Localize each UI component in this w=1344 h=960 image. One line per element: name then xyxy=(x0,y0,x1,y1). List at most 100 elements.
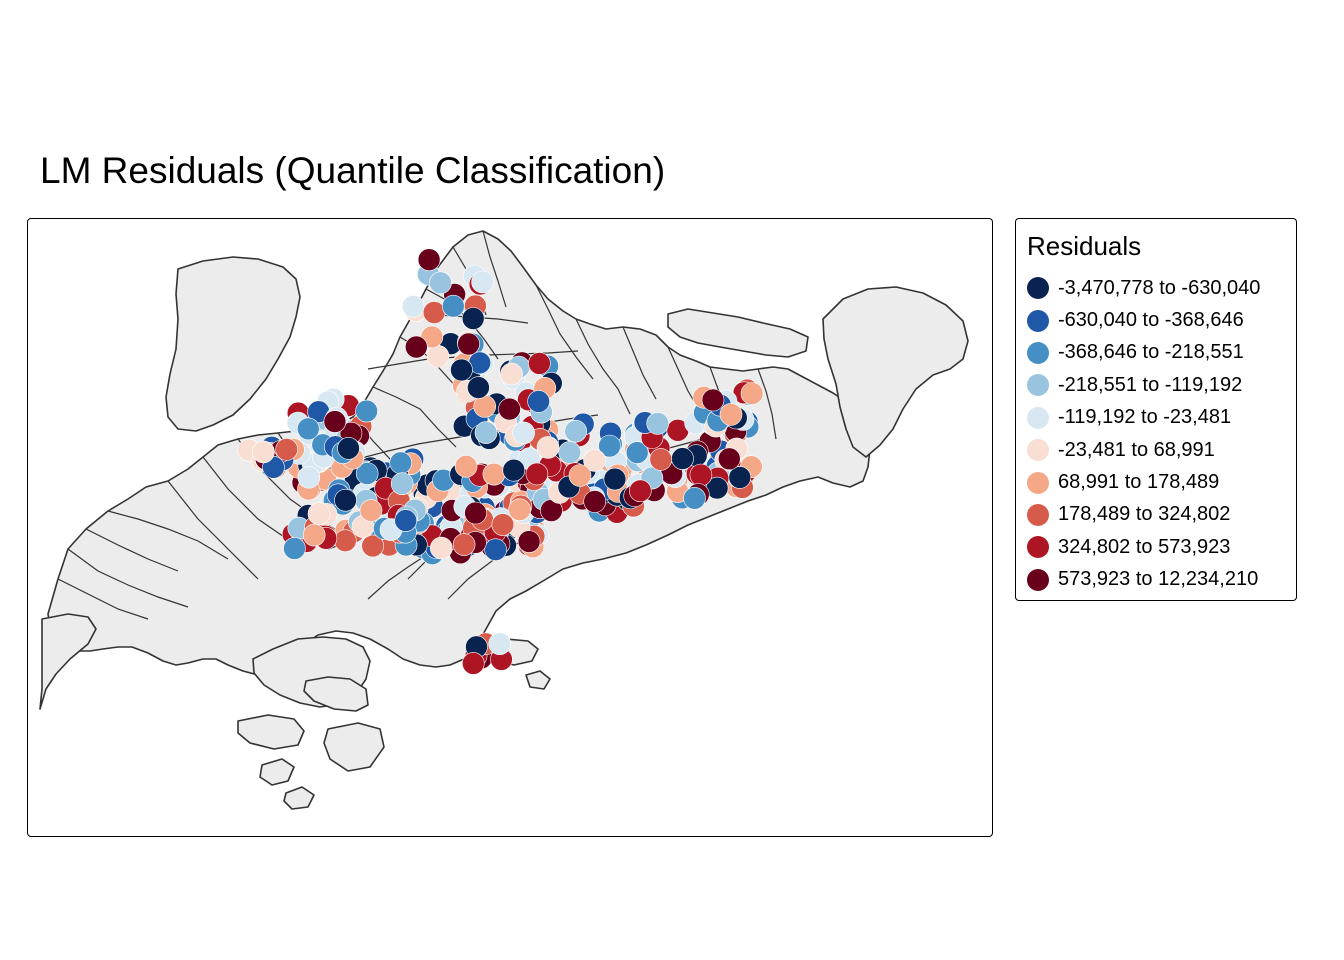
residual-point[interactable] xyxy=(441,294,465,318)
residual-point[interactable] xyxy=(296,417,320,441)
residual-point[interactable] xyxy=(422,301,446,324)
subzone-boundary xyxy=(482,230,507,308)
residual-point[interactable] xyxy=(717,447,741,471)
residual-point[interactable] xyxy=(740,382,764,405)
residual-point[interactable] xyxy=(452,533,476,556)
residual-point[interactable] xyxy=(464,501,487,525)
residual-point[interactable] xyxy=(471,270,494,294)
residual-point[interactable] xyxy=(429,536,453,560)
legend-item: 68,991 to 178,489 xyxy=(1027,466,1260,498)
tuas-reclamation xyxy=(39,613,97,710)
residual-point[interactable] xyxy=(598,434,621,458)
residual-point[interactable] xyxy=(671,447,694,470)
residual-point[interactable] xyxy=(564,419,588,443)
residual-point[interactable] xyxy=(337,437,360,460)
residual-point[interactable] xyxy=(307,502,331,526)
residual-point[interactable] xyxy=(467,376,490,399)
legend-item: 178,489 to 324,802 xyxy=(1027,499,1260,531)
residual-point[interactable] xyxy=(488,632,512,656)
residual-point[interactable] xyxy=(461,652,485,675)
residual-point[interactable] xyxy=(527,390,550,413)
residual-point[interactable] xyxy=(390,472,414,496)
residual-point[interactable] xyxy=(450,358,473,382)
residual-point[interactable] xyxy=(558,441,582,464)
residual-point[interactable] xyxy=(333,529,357,553)
pulau-tekong xyxy=(822,286,969,458)
residual-point[interactable] xyxy=(528,352,551,375)
residual-point[interactable] xyxy=(355,462,379,485)
residual-point[interactable] xyxy=(719,403,743,426)
residual-point[interactable] xyxy=(275,438,298,461)
residual-point[interactable] xyxy=(429,271,452,295)
residual-point[interactable] xyxy=(297,465,321,489)
residual-point[interactable] xyxy=(512,421,535,445)
legend-swatch-icon xyxy=(1027,406,1049,429)
residual-point[interactable] xyxy=(536,436,560,459)
residual-point[interactable] xyxy=(417,248,441,272)
residual-point[interactable] xyxy=(302,523,326,547)
residual-point[interactable] xyxy=(461,307,485,330)
legend: Residuals -3,470,778 to -630,040 -630,04… xyxy=(1015,218,1297,601)
map-panel[interactable] xyxy=(27,218,993,837)
southern-island-1 xyxy=(259,758,295,786)
residual-point[interactable] xyxy=(701,388,725,412)
residual-point[interactable] xyxy=(502,458,526,482)
residual-point[interactable] xyxy=(498,397,521,421)
subzone-boundary xyxy=(757,368,777,440)
legend-item: -3,470,778 to -630,040 xyxy=(1027,272,1260,304)
residual-point[interactable] xyxy=(484,538,507,562)
residual-point[interactable] xyxy=(394,509,418,532)
residual-point[interactable] xyxy=(457,332,480,356)
subzone-boundary xyxy=(167,480,259,580)
legend-title: Residuals xyxy=(1027,231,1142,261)
residual-point[interactable] xyxy=(491,513,515,536)
legend-swatch-icon xyxy=(1027,439,1049,462)
residual-point[interactable] xyxy=(454,455,478,478)
residual-point[interactable] xyxy=(689,463,713,487)
residual-point[interactable] xyxy=(646,412,670,435)
residual-point[interactable] xyxy=(283,537,306,560)
residual-point[interactable] xyxy=(628,479,652,503)
legend-swatch-icon xyxy=(1027,309,1049,332)
residual-point[interactable] xyxy=(683,486,706,510)
legend-item: -368,646 to -218,551 xyxy=(1027,337,1260,369)
legend-swatch-icon xyxy=(1027,536,1049,559)
residual-point[interactable] xyxy=(252,440,275,464)
pulau-semakau xyxy=(303,676,369,712)
residual-point[interactable] xyxy=(583,449,606,472)
st-johns-island xyxy=(525,670,551,690)
legend-label: -630,040 to -368,646 xyxy=(1058,309,1244,332)
subzone-boundary xyxy=(57,578,149,620)
southern-island-2 xyxy=(283,786,315,810)
residual-point[interactable] xyxy=(649,448,673,471)
residual-point[interactable] xyxy=(389,451,413,475)
legend-item: -218,551 to -119,192 xyxy=(1027,369,1260,401)
residual-point[interactable] xyxy=(583,490,607,513)
residual-point[interactable] xyxy=(355,399,378,423)
residual-points-layer xyxy=(237,248,764,675)
west-island-1 xyxy=(237,714,305,750)
west-island-2 xyxy=(323,722,385,772)
residual-point[interactable] xyxy=(361,534,385,558)
residual-point[interactable] xyxy=(482,462,506,486)
residual-point[interactable] xyxy=(525,462,549,486)
map-canvas[interactable] xyxy=(28,219,993,837)
residual-point[interactable] xyxy=(426,345,450,368)
residual-point[interactable] xyxy=(401,295,425,318)
subzone-boundary xyxy=(367,553,429,600)
residual-point[interactable] xyxy=(404,335,428,359)
residual-point[interactable] xyxy=(603,467,627,491)
subzone-boundary xyxy=(85,528,179,572)
legend-item: 573,923 to 12,234,210 xyxy=(1027,564,1260,596)
residual-point[interactable] xyxy=(500,362,523,386)
map-title: LM Residuals (Quantile Classification) xyxy=(40,150,666,191)
residual-point[interactable] xyxy=(568,464,592,487)
residual-point[interactable] xyxy=(359,499,383,522)
residual-point[interactable] xyxy=(474,421,498,444)
residual-point[interactable] xyxy=(517,530,541,553)
residual-point[interactable] xyxy=(625,441,649,464)
residual-point[interactable] xyxy=(508,498,531,522)
subzone-boundary xyxy=(372,386,457,448)
residual-point[interactable] xyxy=(334,488,357,512)
residual-point[interactable] xyxy=(323,410,347,433)
